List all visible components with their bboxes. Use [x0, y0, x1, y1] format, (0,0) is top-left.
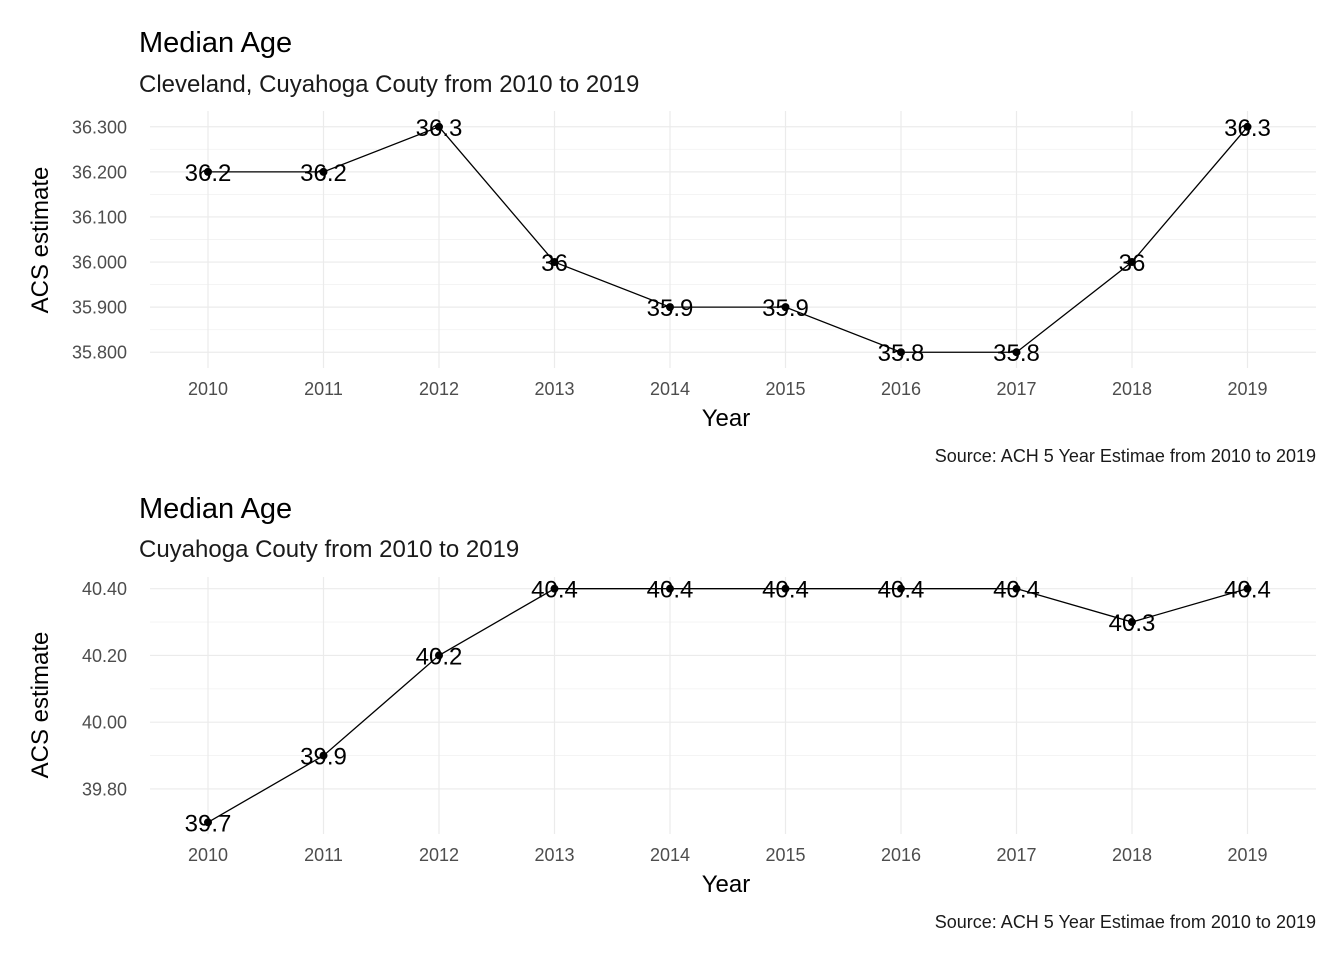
data-point	[1012, 348, 1021, 357]
x-tick-label: 2017	[996, 845, 1036, 865]
x-ticks-2: 2010 2011 2012 2013 2014 2015 2016 2017 2018 2019	[188, 845, 1268, 865]
data-label: 40.3	[1109, 610, 1156, 637]
data-label: 35.9	[762, 295, 809, 322]
data-label: 40.4	[878, 577, 925, 604]
x-ticks-1: 2010 2011 2012 2013 2014 2015 2016 2017 2018 2019	[188, 379, 1268, 399]
chart-panel-1: Median Age Cleveland, Cuyahoga Couty fro…	[27, 27, 1316, 466]
data-label: 40.2	[416, 643, 463, 670]
data-point	[435, 122, 443, 131]
data-point	[666, 584, 674, 593]
data-point	[319, 751, 328, 760]
data-point	[781, 584, 790, 593]
data-label: 35.9	[647, 295, 694, 322]
data-label: 36.3	[1224, 115, 1271, 142]
data-point	[204, 167, 212, 176]
data-labels-2: 39.7 39.9 40.2 40.4 40.4 40.4 40.4 40.4 40.3 40.4	[185, 577, 1271, 838]
x-tick-label: 2018	[1112, 845, 1152, 865]
x-tick-label: 2013	[534, 845, 574, 865]
data-label: 35.8	[993, 340, 1040, 367]
data-label: 39.7	[185, 810, 232, 837]
x-tick-label: 2014	[650, 379, 690, 399]
y-tick-label: 36.100	[72, 207, 127, 227]
y-tick-label: 35.900	[72, 298, 127, 318]
x-tick-label: 2019	[1227, 845, 1267, 865]
data-point	[666, 303, 674, 312]
x-tick-label: 2015	[765, 845, 805, 865]
x-tick-label: 2019	[1227, 379, 1267, 399]
y-ticks-1: 35.800 35.900 36.000 36.100 36.200 36.300	[72, 117, 127, 362]
series-2	[204, 584, 1252, 827]
data-label: 39.9	[300, 744, 347, 771]
y-tick-label: 36.300	[72, 117, 127, 137]
x-tick-label: 2017	[996, 379, 1036, 399]
data-point	[204, 818, 212, 827]
x-tick-label: 2016	[881, 845, 921, 865]
chart-panel-2: Median Age Cuyahoga Couty from 2010 to 2…	[27, 493, 1316, 932]
caption-2: Source: ACH 5 Year Estimae from 2010 to …	[935, 912, 1316, 932]
y-tick-label: 40.00	[82, 713, 127, 733]
data-point	[897, 348, 905, 357]
x-tick-label: 2015	[765, 379, 805, 399]
data-point	[1243, 584, 1252, 593]
data-label: 36.2	[185, 160, 232, 187]
grid-2	[150, 577, 1316, 834]
data-point	[550, 258, 559, 267]
series-line	[208, 126, 1248, 353]
series-1	[204, 122, 1252, 357]
data-label: 40.4	[1224, 577, 1271, 604]
x-tick-label: 2012	[419, 845, 459, 865]
series-line	[207, 588, 1248, 823]
x-tick-label: 2013	[534, 379, 574, 399]
y-axis-title-1: ACS estimate	[27, 167, 54, 314]
grid-1	[150, 111, 1316, 368]
y-axis-title-2: ACS estimate	[27, 632, 54, 779]
data-label: 40.4	[762, 577, 809, 604]
data-point	[781, 303, 790, 312]
caption-1: Source: ACH 5 Year Estimae from 2010 to …	[935, 446, 1316, 466]
x-tick-label: 2014	[650, 845, 690, 865]
x-tick-label: 2010	[188, 845, 228, 865]
data-label: 35.8	[878, 340, 925, 367]
data-point	[1012, 584, 1021, 593]
chart-subtitle-1: Cleveland, Cuyahoga Couty from 2010 to 2…	[139, 71, 639, 98]
data-point	[319, 167, 328, 176]
data-point	[897, 584, 905, 593]
y-tick-label: 40.20	[82, 646, 127, 666]
data-label: 40.4	[647, 577, 694, 604]
x-tick-label: 2012	[419, 379, 459, 399]
x-tick-label: 2011	[304, 845, 343, 865]
x-tick-label: 2011	[304, 379, 343, 399]
x-axis-title-2: Year	[702, 871, 751, 898]
data-label: 40.4	[993, 577, 1040, 604]
data-point	[1243, 122, 1252, 131]
data-label: 40.4	[531, 577, 578, 604]
x-tick-label: 2010	[188, 379, 228, 399]
y-tick-label: 35.800	[72, 343, 127, 363]
chart-title-2: Median Age	[139, 493, 292, 525]
data-point	[1128, 618, 1136, 627]
data-label: 36	[541, 250, 568, 277]
data-labels-1: 36.2 36.2 36.3 36 35.9 35.9 35.8 35.8 36 36.3	[185, 115, 1271, 367]
y-tick-label: 40.40	[82, 579, 127, 599]
data-label: 36	[1119, 250, 1146, 277]
y-tick-label: 39.80	[82, 779, 127, 799]
y-ticks-2: 39.80 40.00 40.20 40.40	[82, 579, 127, 799]
x-tick-label: 2016	[881, 379, 921, 399]
data-label: 36.3	[416, 115, 463, 142]
y-tick-label: 36.000	[72, 253, 127, 273]
data-point	[435, 651, 443, 660]
y-tick-label: 36.200	[72, 162, 127, 182]
chart-subtitle-2: Cuyahoga Couty from 2010 to 2019	[139, 536, 519, 563]
data-point	[550, 584, 559, 593]
data-point	[1128, 258, 1136, 267]
chart-title-1: Median Age	[139, 27, 292, 59]
x-axis-title-1: Year	[702, 405, 751, 432]
data-label: 36.2	[300, 160, 347, 187]
x-tick-label: 2018	[1112, 379, 1152, 399]
